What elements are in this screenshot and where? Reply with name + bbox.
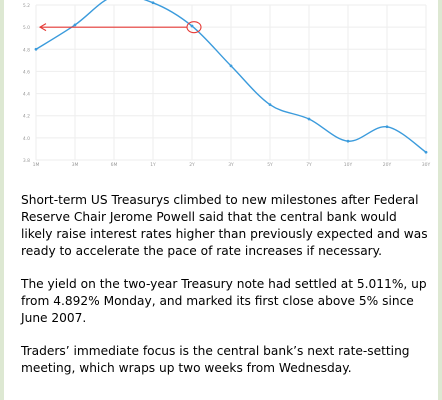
x-tick-label: 10Y xyxy=(344,162,353,168)
y-tick-label: 3.8 xyxy=(23,158,30,164)
data-point xyxy=(34,47,38,51)
data-point xyxy=(385,125,389,129)
data-point xyxy=(73,23,77,27)
data-point xyxy=(307,117,311,121)
data-point xyxy=(346,139,350,143)
data-point xyxy=(190,24,194,28)
x-tick-label: 2Y xyxy=(189,162,195,168)
x-tick-label: 5Y xyxy=(267,162,273,168)
message-paragraph-2: The yield on the two-year Treasury note … xyxy=(21,277,427,325)
message-card: 5.2 5.0 4.8 4.6 4.4 4.2 4.0 3.8 1M 3M 6M 1Y 2Y 3Y 5Y 7Y… xyxy=(4,0,438,400)
x-tick-label: 30Y xyxy=(422,162,431,168)
data-point xyxy=(151,1,155,5)
y-tick-label: 4.0 xyxy=(23,136,30,142)
y-tick-label: 4.4 xyxy=(23,92,30,98)
message-paragraph-1: Short-term US Treasurys climbed to new m… xyxy=(21,193,428,258)
x-tick-label: 1Y xyxy=(150,162,156,168)
x-tick-label: 7Y xyxy=(306,162,312,168)
y-tick-label: 5.2 xyxy=(23,3,30,9)
y-tick-label: 5.0 xyxy=(23,25,30,31)
y-tick-label: 4.6 xyxy=(23,69,30,75)
annotation-arrow-head xyxy=(38,23,47,32)
x-tick-label: 1M xyxy=(33,162,40,168)
x-tick-label: 20Y xyxy=(383,162,392,168)
x-tick-label: 6M xyxy=(111,162,118,168)
x-tick-label: 3M xyxy=(72,162,79,168)
data-point xyxy=(229,64,233,68)
x-tick-label: 3Y xyxy=(228,162,234,168)
chart-svg: 5.2 5.0 4.8 4.6 4.4 4.2 4.0 3.81M 3M 6M 1Y 2Y 3Y 5Y 7Y… xyxy=(23,0,431,168)
message-paragraph-3: Traders’ immediate focus is the central … xyxy=(21,344,410,375)
data-point xyxy=(424,150,428,154)
yield-curve-chart: 5.2 5.0 4.8 4.6 4.4 4.2 4.0 3.8 1M 3M 6M 1Y 2Y 3Y 5Y 7Y… xyxy=(14,0,434,178)
y-tick-label: 4.8 xyxy=(23,47,30,53)
data-point xyxy=(268,103,272,107)
message-text: Short-term US Treasurys climbed to new m… xyxy=(21,192,431,393)
y-tick-label: 4.2 xyxy=(23,114,30,120)
